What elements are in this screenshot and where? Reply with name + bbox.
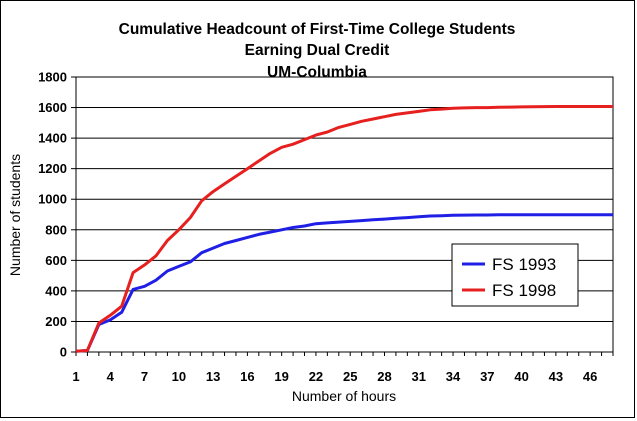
series-line-fs-1998 <box>75 105 613 353</box>
y-tick-label: 1800 <box>38 70 67 85</box>
y-tick-label: 1400 <box>38 131 67 146</box>
x-axis-label: Number of hours <box>292 388 396 404</box>
series-lines <box>75 105 613 353</box>
x-tick-label: 13 <box>206 369 220 384</box>
legend-box <box>451 243 579 307</box>
legend-label-fs-1998: FS 1998 <box>492 281 556 300</box>
y-tick-label: 400 <box>45 283 67 298</box>
x-tick-label: 22 <box>309 369 323 384</box>
chart-title-line-3: UM-Columbia <box>267 64 367 81</box>
y-tick-label: 1200 <box>38 161 67 176</box>
x-tick-label: 43 <box>549 369 563 384</box>
legend: FS 1993 FS 1998 <box>451 243 579 307</box>
x-tick-label: 7 <box>141 369 148 384</box>
x-tick-label: 19 <box>274 369 288 384</box>
y-axis-ticks: 0 200 400 600 800 1000 1200 1400 1600 1800 <box>38 70 76 360</box>
x-tick-label: 1 <box>72 369 79 384</box>
x-tick-label: 40 <box>514 369 528 384</box>
y-tick-label: 600 <box>45 253 67 268</box>
chart-title-line-2: Earning Dual Credit <box>245 42 390 59</box>
x-tick-label: 34 <box>446 369 461 384</box>
x-tick-label: 16 <box>240 369 254 384</box>
x-tick-label: 10 <box>172 369 186 384</box>
x-tick-label: 46 <box>583 369 597 384</box>
chart-title-line-1: Cumulative Headcount of First-Time Colle… <box>119 21 516 38</box>
y-axis-label: Number of students <box>7 154 23 276</box>
x-tick-label: 28 <box>377 369 391 384</box>
x-tick-label: 4 <box>107 369 115 384</box>
x-tick-label: 31 <box>412 369 426 384</box>
y-tick-label: 1000 <box>38 192 67 207</box>
y-tick-label: 800 <box>45 222 67 237</box>
legend-label-fs-1993: FS 1993 <box>492 255 556 274</box>
series-line-fs-1993 <box>75 213 613 353</box>
x-axis-ticks: 1 4 7 10 13 16 19 22 25 28 31 34 37 40 43 46 <box>72 352 614 384</box>
x-tick-label: 25 <box>343 369 357 384</box>
y-tick-label: 1600 <box>38 100 67 115</box>
y-tick-label: 200 <box>45 314 67 329</box>
x-tick-label: 37 <box>480 369 494 384</box>
y-tick-label: 0 <box>60 345 67 360</box>
